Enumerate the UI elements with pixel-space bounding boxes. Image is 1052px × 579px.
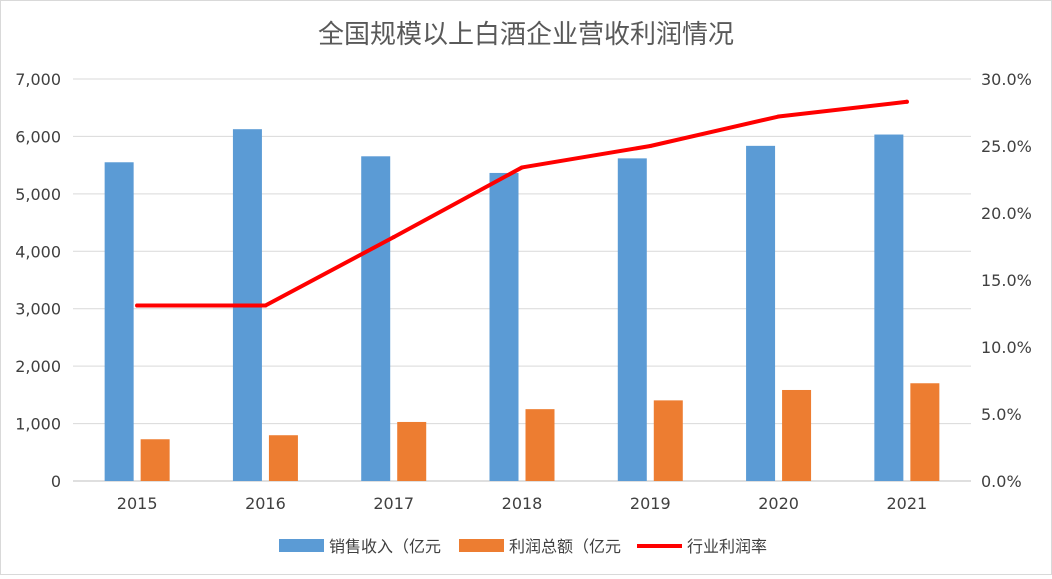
x-tick-label: 2015 bbox=[117, 494, 158, 513]
revenue-bar bbox=[874, 134, 904, 481]
profit-margin-point bbox=[776, 114, 781, 119]
revenue-bar bbox=[617, 158, 647, 482]
bars bbox=[104, 129, 940, 482]
profit-bar bbox=[782, 389, 812, 481]
right-tick-label: 10.0% bbox=[981, 338, 1032, 357]
left-tick-label: 7,000 bbox=[15, 70, 61, 89]
x-tick-label: 2021 bbox=[886, 494, 927, 513]
left-axis-ticks: 0 1,000 2,000 3,000 4,000 5,000 6,000 7,000 bbox=[15, 70, 61, 491]
left-tick-label: 0 bbox=[51, 472, 61, 491]
x-tick-label: 2017 bbox=[373, 494, 414, 513]
profit-margin-point bbox=[520, 165, 524, 170]
left-tick-label: 1,000 bbox=[15, 415, 61, 434]
right-tick-label: 5.0% bbox=[981, 405, 1022, 424]
profit-bar bbox=[397, 421, 427, 481]
legend: 销售收入（亿元 利润总额（亿元 行业利润率 bbox=[279, 537, 767, 556]
x-tick-label: 2016 bbox=[245, 494, 286, 513]
x-tick-label: 2020 bbox=[758, 494, 799, 513]
chart-title: 全国规模以上白酒企业营收利润情况 bbox=[318, 20, 734, 50]
left-tick-label: 5,000 bbox=[15, 185, 61, 204]
right-tick-label: 20.0% bbox=[981, 204, 1032, 223]
right-tick-label: 0.0% bbox=[981, 472, 1022, 491]
left-tick-label: 3,000 bbox=[15, 300, 61, 319]
x-tick-label: 2018 bbox=[502, 494, 543, 513]
profit-margin-point bbox=[648, 144, 653, 148]
legend-label: 销售收入（亿元 bbox=[329, 537, 441, 556]
legend-swatch bbox=[459, 539, 504, 552]
gridlines bbox=[73, 78, 971, 482]
right-axis-ticks: 0.0% 5.0% 10.0% 15.0% 20.0% 25.0% 30.0% bbox=[981, 70, 1032, 491]
left-tick-label: 4,000 bbox=[15, 242, 61, 261]
legend-label: 行业利润率 bbox=[687, 537, 767, 556]
profit-margin-point bbox=[391, 235, 396, 240]
right-tick-label: 25.0% bbox=[981, 137, 1032, 156]
profit-bar bbox=[525, 409, 555, 481]
left-tick-label: 2,000 bbox=[15, 357, 61, 376]
x-tick-label: 2019 bbox=[630, 494, 671, 513]
left-tick-label: 6,000 bbox=[15, 127, 61, 146]
right-tick-label: 30.0% bbox=[981, 70, 1032, 89]
legend-swatch bbox=[279, 539, 324, 552]
legend-label: 利润总额（亿元 bbox=[509, 537, 621, 556]
profit-margin-point bbox=[263, 303, 268, 308]
revenue-bar bbox=[746, 145, 776, 481]
profit-margin-point bbox=[135, 303, 140, 308]
profit-margin-line bbox=[135, 99, 909, 308]
x-axis-ticks: 2015 2016 2017 2018 2019 2020 2021 bbox=[117, 494, 927, 513]
revenue-bar bbox=[361, 156, 391, 481]
revenue-bar bbox=[489, 172, 519, 482]
profit-bar bbox=[268, 435, 298, 481]
right-tick-label: 15.0% bbox=[981, 271, 1032, 290]
profit-margin-point bbox=[904, 99, 909, 104]
profit-bar bbox=[140, 439, 170, 481]
profit-bar bbox=[910, 383, 940, 481]
revenue-bar bbox=[104, 162, 134, 481]
profit-bar bbox=[653, 400, 683, 481]
